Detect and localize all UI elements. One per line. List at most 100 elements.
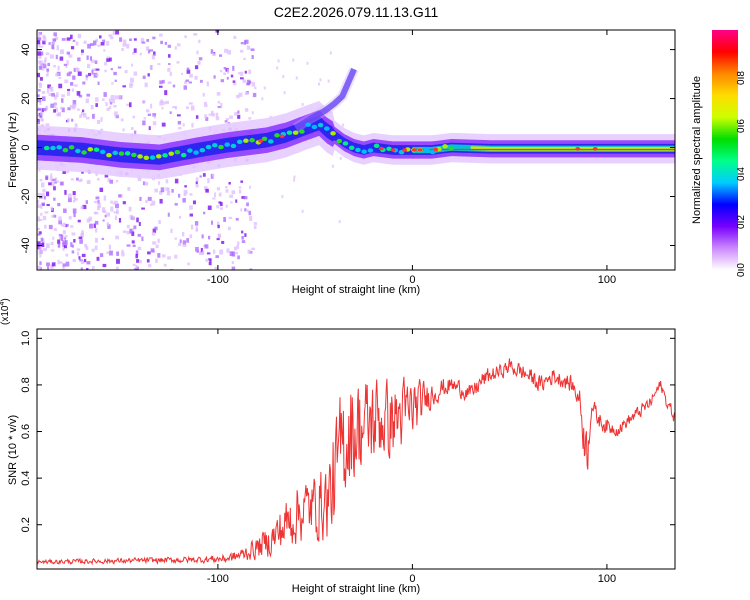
noise-point [195,115,199,119]
noise-point [206,81,209,87]
noise-point [126,43,130,49]
ridge-peak-point [575,146,581,151]
spectrogram-x-tick-label: 0 [409,274,415,286]
noise-point [64,224,68,228]
noise-point [183,189,188,195]
noise-point [67,88,71,91]
noise-point [170,228,173,234]
noise-point [42,64,47,69]
noise-point [74,123,78,128]
noise-point [196,50,199,55]
noise-point [220,102,223,108]
noise-point [240,42,244,45]
noise-point [39,77,43,81]
noise-point [53,32,57,37]
spectrogram-y-ticks: -40 -20 0 20 40 [20,43,675,253]
ridge-point [429,149,436,155]
noise-point [167,44,172,48]
noise-point [319,78,322,82]
noise-point [231,261,235,265]
ridge-peak-point [279,134,285,139]
noise-point [131,63,134,67]
noise-point [216,92,221,96]
noise-point [218,192,222,197]
noise-point [61,94,65,98]
noise-point [109,179,114,184]
noise-point [41,242,45,247]
noise-point [106,222,109,226]
noise-point [59,261,63,264]
noise-point [53,186,56,191]
noise-point [37,72,41,78]
noise-point [202,92,205,97]
noise-point [213,249,216,254]
noise-point [240,208,243,212]
noise-point [217,224,220,229]
noise-point [133,48,137,53]
noise-point [141,41,146,44]
noise-point [37,233,41,236]
noise-point [98,35,102,39]
noise-point [137,246,142,251]
noise-point [68,54,73,58]
noise-point [145,109,150,113]
noise-point [65,65,68,68]
noise-point [37,94,40,98]
noise-point [204,186,208,190]
noise-point [82,204,87,210]
noise-point [64,237,67,240]
ridge-peak-point [592,146,598,151]
noise-point [100,117,103,122]
noise-point [172,106,176,109]
ridge-peak-point [258,139,264,143]
noise-point [233,246,238,251]
ridge-point [112,150,118,156]
noise-point [78,256,81,260]
ridge-point [305,122,311,127]
ridge-point [149,155,156,160]
noise-point [151,54,155,60]
noise-point [92,113,95,119]
noise-point [142,181,146,186]
noise-point [157,63,161,66]
noise-point [97,205,100,211]
noise-point [128,206,132,212]
noise-point [248,69,252,74]
noise-point [71,244,74,248]
noise-point [251,247,255,251]
noise-point [228,181,231,185]
noise-point [90,105,94,110]
noise-point [224,48,229,53]
noise-point [47,84,51,89]
noise-point [115,266,119,270]
noise-point [38,218,43,222]
noise-point [167,54,171,58]
noise-point [38,231,42,235]
noise-point [101,237,105,241]
noise-point [73,195,76,200]
noise-point [198,251,203,256]
noise-point [231,266,236,270]
noise-point [68,216,72,220]
ridge-peak-point [411,148,417,152]
noise-point [164,90,168,96]
noise-point [65,261,70,267]
ridge-point [373,143,380,149]
noise-point [158,220,161,224]
noise-point [137,177,142,182]
snr-scale-label: (x104) [0,298,11,325]
noise-point [121,249,124,254]
noise-point [189,234,193,239]
noise-point [86,180,91,185]
noise-point [37,216,41,222]
noise-point [243,40,247,45]
noise-point [108,98,112,103]
noise-point [52,41,55,47]
noise-point [73,212,76,218]
noise-point [244,233,247,237]
noise-point [75,41,79,46]
noise-point [95,103,98,107]
noise-point [165,100,169,105]
noise-point [66,118,70,123]
noise-point [46,68,50,72]
